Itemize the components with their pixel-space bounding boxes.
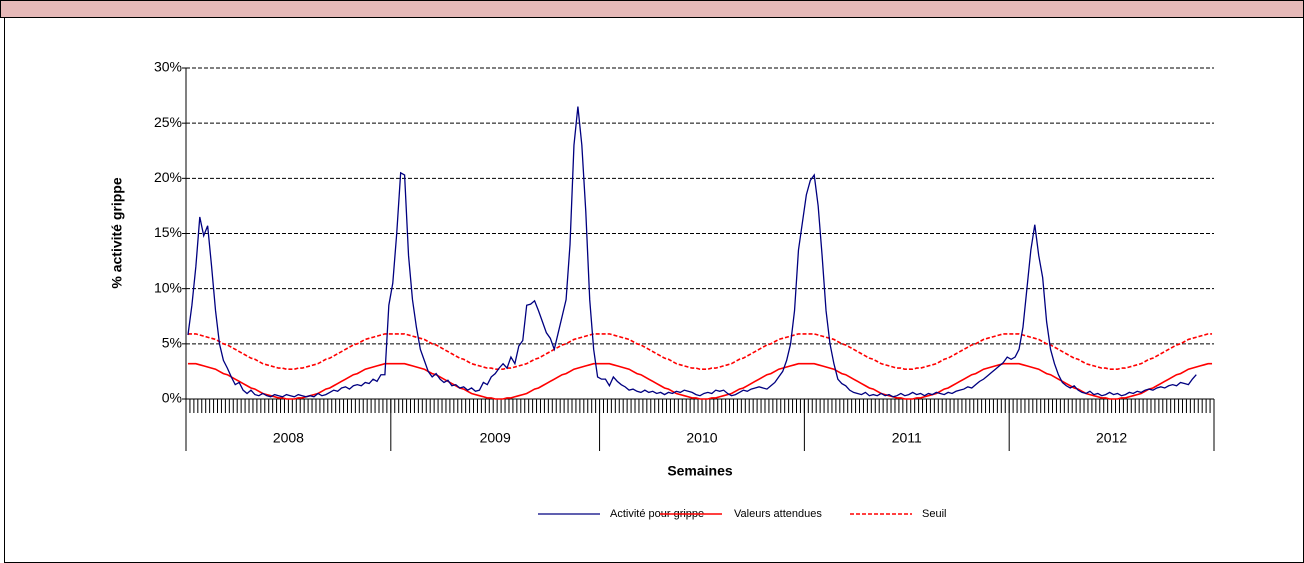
y-tick-label: 30%	[154, 59, 182, 75]
x-group-label: 2010	[686, 430, 717, 446]
y-tick-label: 0%	[162, 390, 182, 406]
series-line	[187, 333, 1213, 371]
y-axis-label: % activité grippe	[109, 177, 125, 288]
header-bar	[0, 0, 1304, 18]
x-group-label: 2009	[480, 430, 511, 446]
legend-label: Activité pour grippe	[610, 508, 704, 520]
legend-label: Seuil	[922, 508, 946, 520]
legend-label: Valeurs attendues	[734, 508, 822, 520]
series-line	[187, 362, 1213, 400]
y-tick-label: 15%	[154, 224, 182, 240]
x-axis-label: Semaines	[667, 463, 733, 479]
y-tick-label: 10%	[154, 279, 182, 295]
y-tick-label: 25%	[154, 114, 182, 130]
legend: Activité pour grippe Valeurs attendues S…	[538, 508, 946, 520]
y-tick-label: 20%	[154, 169, 182, 185]
x-group-label: 2012	[1096, 430, 1127, 446]
y-tick-label: 5%	[162, 335, 182, 351]
x-group-label: 2011	[892, 430, 922, 446]
x-group-label: 2008	[273, 430, 304, 446]
series-line	[187, 106, 1197, 398]
panel	[4, 17, 1304, 563]
